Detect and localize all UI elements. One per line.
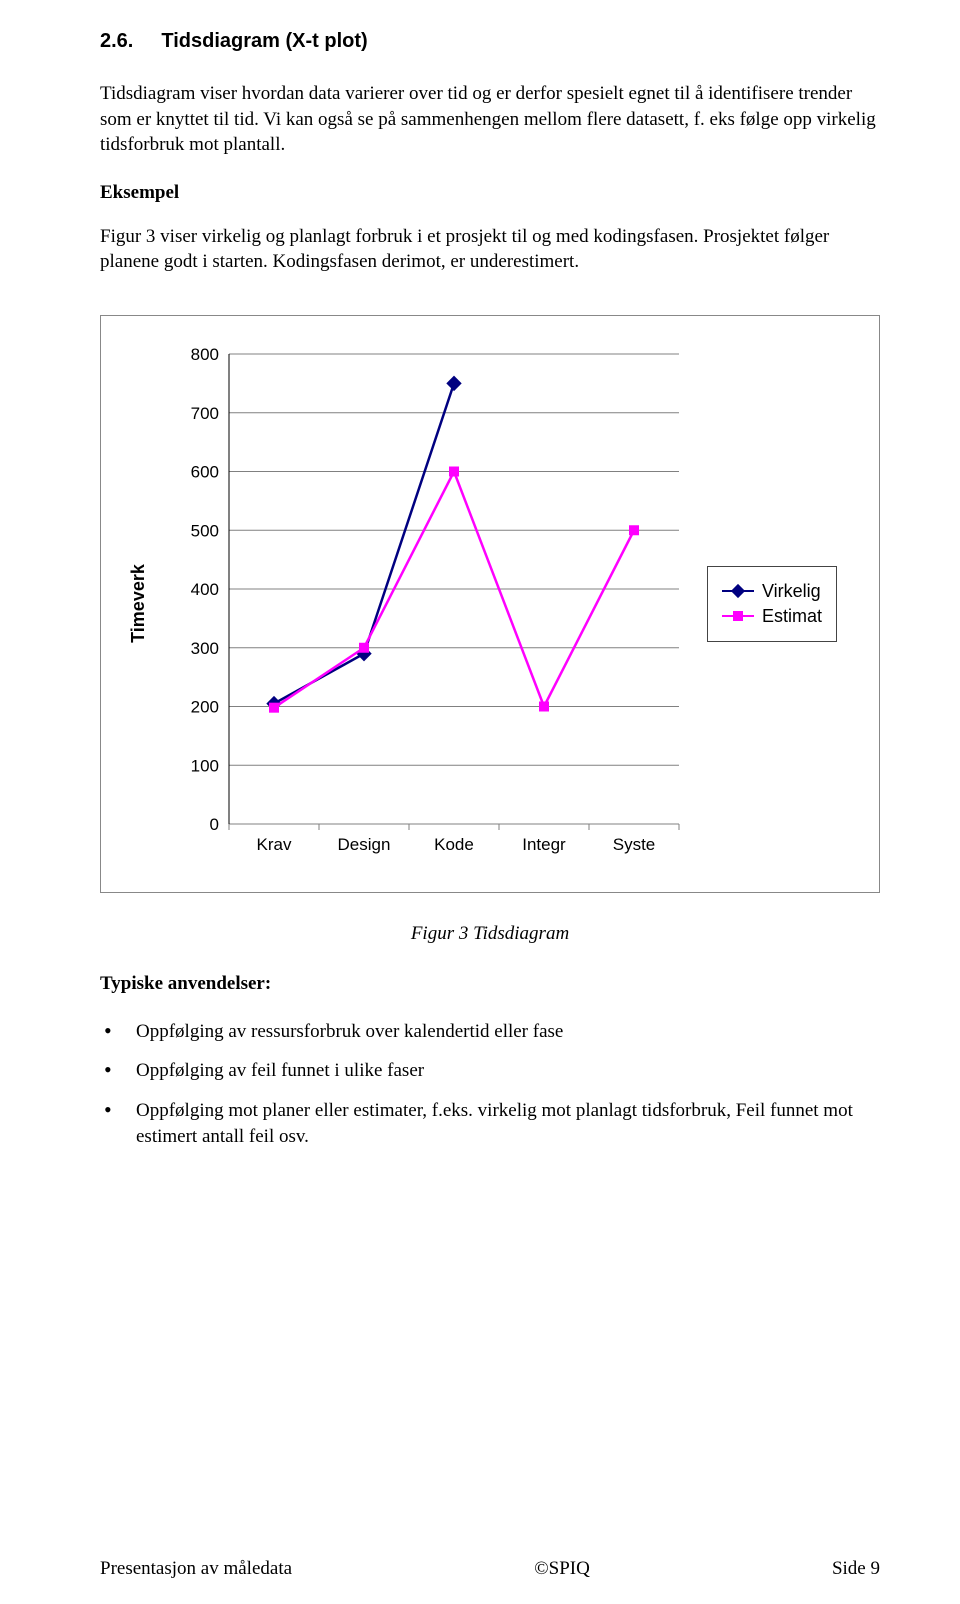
footer-side-label: Side <box>832 1558 871 1579</box>
footer-page-number: 9 <box>870 1558 880 1579</box>
svg-text:500: 500 <box>191 521 219 540</box>
list-item: Oppfølging av ressursforbruk over kalend… <box>100 1019 880 1045</box>
svg-text:400: 400 <box>191 580 219 599</box>
svg-text:0: 0 <box>210 815 219 834</box>
footer-left: Presentasjon av måledata <box>100 1558 292 1580</box>
list-item: Oppfølging av feil funnet i ulike faser <box>100 1058 880 1084</box>
section-heading: 2.6. Tidsdiagram (X-t plot) <box>100 30 880 53</box>
legend-item: Virkelig <box>722 581 822 602</box>
chart-container: Timeverk 0 100 200 300 400 500 600 700 800 Krav De… <box>100 315 880 893</box>
svg-text:800: 800 <box>191 345 219 364</box>
svg-text:300: 300 <box>191 639 219 658</box>
svg-text:Syste: Syste <box>613 835 656 854</box>
svg-text:200: 200 <box>191 697 219 716</box>
list-item: Oppfølging mot planer eller estimater, f… <box>100 1098 880 1149</box>
intro-paragraph: Tidsdiagram viser hvordan data varierer … <box>100 81 880 158</box>
tidsdiagram-chart: 0 100 200 300 400 500 600 700 800 Krav Design Kode I… <box>169 344 689 864</box>
svg-text:Kode: Kode <box>434 835 474 854</box>
y-axis-label: Timeverk <box>128 564 149 643</box>
svg-text:Design: Design <box>338 835 391 854</box>
typical-uses-list: Oppfølging av ressursforbruk over kalend… <box>100 1019 880 1150</box>
example-paragraph: Figur 3 viser virkelig og planlagt forbr… <box>100 224 880 275</box>
figure-caption: Figur 3 Tidsdiagram <box>100 923 880 945</box>
footer-center: ©SPIQ <box>534 1558 590 1580</box>
svg-text:Integr: Integr <box>522 835 566 854</box>
section-title-text: Tidsdiagram (X-t plot) <box>161 30 367 52</box>
legend-item: Estimat <box>722 606 822 627</box>
page-footer: Presentasjon av måledata ©SPIQ Side 9 <box>0 1558 960 1604</box>
footer-right: Side 9 <box>832 1558 880 1580</box>
section-number: 2.6. <box>100 30 133 53</box>
svg-text:100: 100 <box>191 756 219 775</box>
svg-text:700: 700 <box>191 404 219 423</box>
svg-text:Krav: Krav <box>257 835 292 854</box>
svg-text:600: 600 <box>191 462 219 481</box>
eksempel-label: Eksempel <box>100 180 880 206</box>
legend: Virkelig Estimat <box>707 566 837 642</box>
typical-uses-heading: Typiske anvendelser: <box>100 973 880 995</box>
